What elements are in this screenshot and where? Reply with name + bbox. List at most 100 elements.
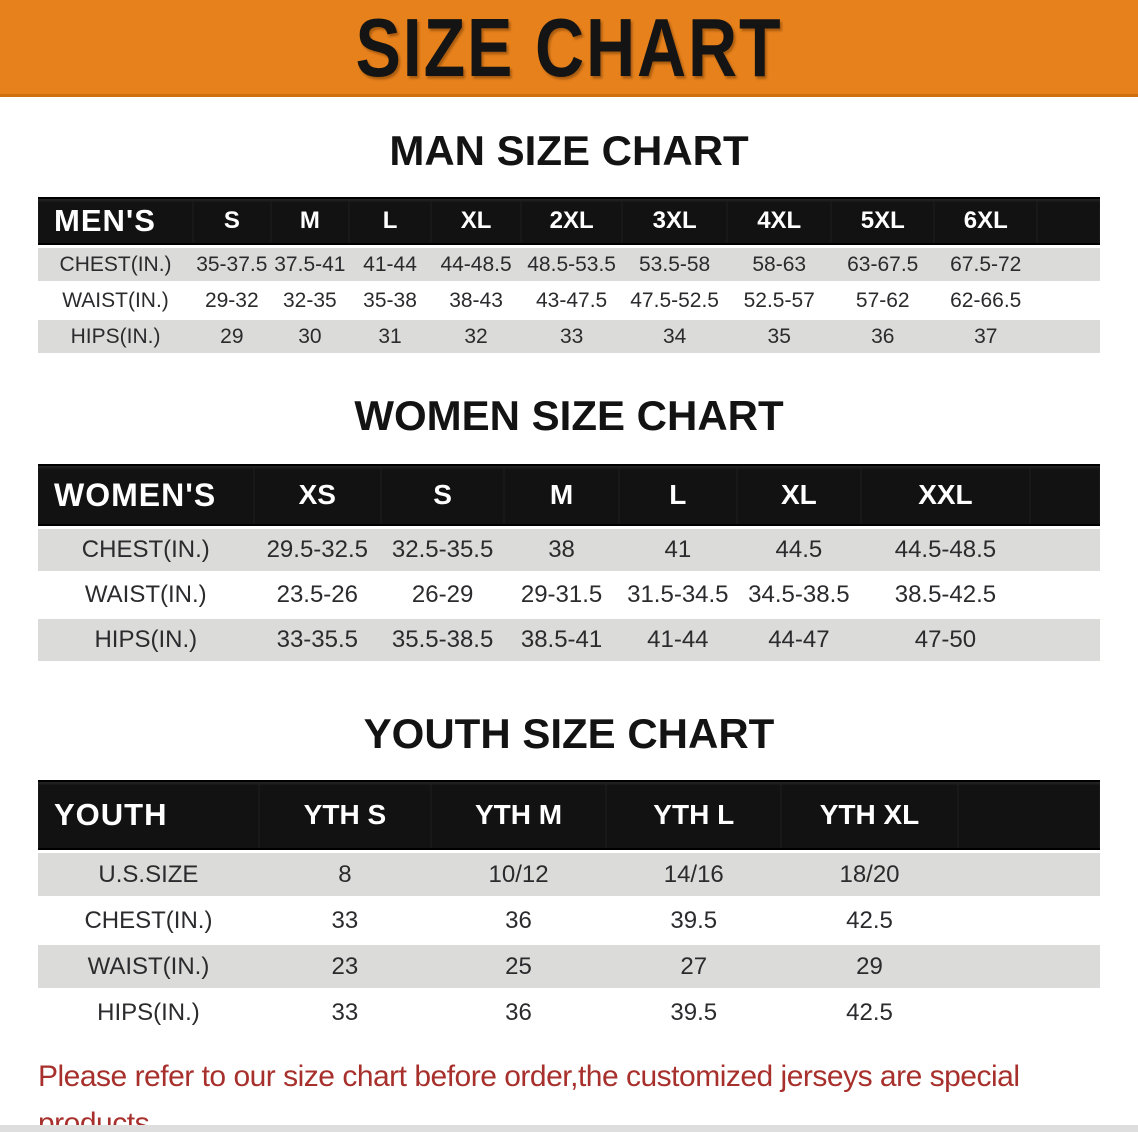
row-label: CHEST(IN.) (38, 248, 194, 281)
table-cell: 58-63 (727, 248, 832, 281)
table-row: WAIST(IN.) 23 25 27 29 (38, 945, 1100, 988)
table-row: CHEST(IN.) 29.5-32.5 32.5-35.5 38 41 44.5 44.5… (38, 529, 1100, 571)
mens-size-table: MEN'S S M L XL 2XL 3XL 4XL 5XL 6XL CHEST(IN.) 35-37… (38, 194, 1100, 356)
table-cell-filler (1029, 619, 1100, 661)
table-cell: 44-48.5 (430, 248, 522, 281)
table-cell: 41-44 (618, 619, 737, 661)
row-label: CHEST(IN.) (38, 899, 259, 942)
table-cell: 29 (781, 945, 958, 988)
row-label: WAIST(IN.) (38, 945, 259, 988)
table-cell: 47.5-52.5 (622, 284, 728, 317)
table-title: YOUTH (38, 780, 259, 850)
table-title: MEN'S (38, 197, 194, 245)
table-cell: 38-43 (430, 284, 522, 317)
table-header-row: MEN'S S M L XL 2XL 3XL 4XL 5XL 6XL (38, 197, 1100, 245)
table-cell: 23 (258, 945, 431, 988)
disclaimer-text: Please refer to our size chart before or… (0, 1053, 1138, 1132)
table-cell: 44.5-48.5 (861, 529, 1030, 571)
table-cell: 41-44 (349, 248, 431, 281)
table-cell: 10/12 (430, 853, 607, 896)
column-header: YTH M (430, 780, 607, 850)
table-cell: 38.5-41 (504, 619, 619, 661)
table-cell: 33 (521, 320, 623, 353)
table-cell: 29-32 (193, 284, 271, 317)
table-cell-filler (957, 899, 1100, 942)
table-row: WAIST(IN.) 23.5-26 26-29 29-31.5 31.5-34.5 34… (38, 574, 1100, 616)
row-label: HIPS(IN.) (38, 320, 194, 353)
womens-table-wrap: WOMEN'S XS S M L XL XXL CHEST(IN.) 29.5-32.5 32.5… (0, 461, 1138, 664)
banner-title: SIZE CHART (355, 0, 783, 94)
table-cell: 25 (430, 945, 607, 988)
column-header: 5XL (831, 197, 935, 245)
youth-section-heading: YOUTH SIZE CHART (363, 710, 775, 757)
table-cell: 38.5-42.5 (861, 574, 1030, 616)
womens-size-table: WOMEN'S XS S M L XL XXL CHEST(IN.) 29.5-32.5 32.5… (38, 461, 1100, 664)
table-cell-filler (1037, 320, 1100, 353)
table-cell: 34 (622, 320, 728, 353)
column-header: YTH L (606, 780, 782, 850)
row-label: CHEST(IN.) (38, 529, 254, 571)
table-row: CHEST(IN.) 35-37.5 37.5-41 41-44 44-48.5 48.5… (38, 248, 1100, 281)
table-cell: 67.5-72 (934, 248, 1038, 281)
table-cell: 35 (727, 320, 832, 353)
youth-table-wrap: YOUTH YTH S YTH M YTH L YTH XL U.S.SIZE 8 10/12… (0, 777, 1138, 1037)
table-cell: 44-47 (736, 619, 862, 661)
disclaimer-line-1: Please refer to our size chart before or… (38, 1060, 1020, 1132)
table-cell-filler (1037, 284, 1100, 317)
table-cell: 36 (430, 899, 607, 942)
column-header-filler (957, 780, 1100, 850)
column-header: YTH S (258, 780, 431, 850)
mens-table-wrap: MEN'S S M L XL 2XL 3XL 4XL 5XL 6XL CHEST(IN.) 35-37… (0, 194, 1138, 356)
table-row: HIPS(IN.) 33 36 39.5 42.5 (38, 991, 1100, 1034)
table-cell: 63-67.5 (831, 248, 935, 281)
column-header: S (193, 197, 271, 245)
banner: SIZE CHART (0, 0, 1138, 97)
table-cell: 32.5-35.5 (381, 529, 505, 571)
table-cell: 33-35.5 (253, 619, 382, 661)
column-header: XS (253, 464, 382, 526)
column-header: M (504, 464, 619, 526)
table-cell: 37 (934, 320, 1038, 353)
table-cell: 27 (606, 945, 782, 988)
table-cell: 23.5-26 (253, 574, 382, 616)
bottom-strip (0, 1125, 1138, 1132)
column-header: 6XL (934, 197, 1038, 245)
table-cell: 29.5-32.5 (253, 529, 382, 571)
table-cell: 32-35 (270, 284, 350, 317)
table-row: U.S.SIZE 8 10/12 14/16 18/20 (38, 853, 1100, 896)
table-cell: 32 (430, 320, 522, 353)
column-header: L (349, 197, 431, 245)
table-cell: 44.5 (736, 529, 862, 571)
row-label: WAIST(IN.) (38, 574, 254, 616)
table-row: HIPS(IN.) 29 30 31 32 33 34 35 36 37 (38, 320, 1100, 353)
table-cell: 35.5-38.5 (381, 619, 505, 661)
table-cell-filler (1037, 248, 1100, 281)
row-label: WAIST(IN.) (38, 284, 194, 317)
column-header: 3XL (622, 197, 728, 245)
row-label: HIPS(IN.) (38, 619, 254, 661)
table-cell: 33 (258, 991, 431, 1034)
table-cell: 29-31.5 (504, 574, 619, 616)
column-header: XXL (861, 464, 1030, 526)
column-header: S (381, 464, 505, 526)
table-cell: 29 (193, 320, 271, 353)
table-cell: 42.5 (781, 991, 958, 1034)
table-cell: 31 (349, 320, 431, 353)
table-cell: 36 (831, 320, 935, 353)
table-cell: 43-47.5 (521, 284, 623, 317)
table-cell-filler (957, 853, 1100, 896)
table-cell: 42.5 (781, 899, 958, 942)
table-cell: 35-37.5 (193, 248, 271, 281)
table-cell-filler (957, 945, 1100, 988)
table-cell: 26-29 (381, 574, 505, 616)
column-header: 4XL (727, 197, 832, 245)
table-cell: 52.5-57 (727, 284, 832, 317)
table-cell: 36 (430, 991, 607, 1034)
column-header-filler (1029, 464, 1100, 526)
table-header-row: YOUTH YTH S YTH M YTH L YTH XL (38, 780, 1100, 850)
column-header: YTH XL (781, 780, 958, 850)
man-section-heading: MAN SIZE CHART (389, 127, 749, 174)
table-row: WAIST(IN.) 29-32 32-35 35-38 38-43 43-47.5 47.… (38, 284, 1100, 317)
table-cell: 48.5-53.5 (521, 248, 623, 281)
